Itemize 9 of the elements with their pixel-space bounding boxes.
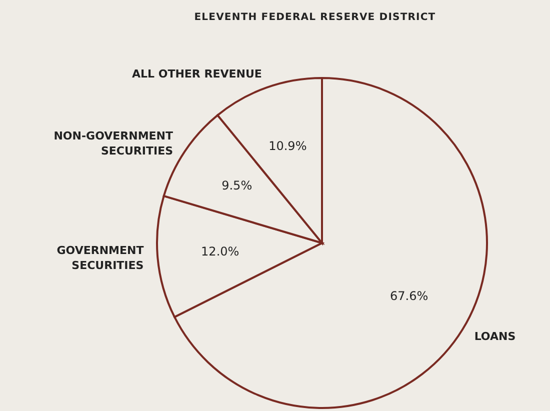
chart-title: ELEVENTH FEDERAL RESERVE DISTRICT <box>194 12 436 23</box>
slice-label: LOANS <box>474 330 516 344</box>
data-label: 9.5% <box>222 178 252 193</box>
slice-label: NON-GOVERNMENT SECURITIES <box>54 129 174 158</box>
slice-label: GOVERNMENT SECURITIES <box>56 244 144 272</box>
data-label: 10.9% <box>268 138 307 153</box>
data-label: 12.0% <box>201 244 240 258</box>
slice-label: ALL OTHER REVENUE <box>132 67 262 80</box>
data-label: 67.6% <box>390 289 428 304</box>
